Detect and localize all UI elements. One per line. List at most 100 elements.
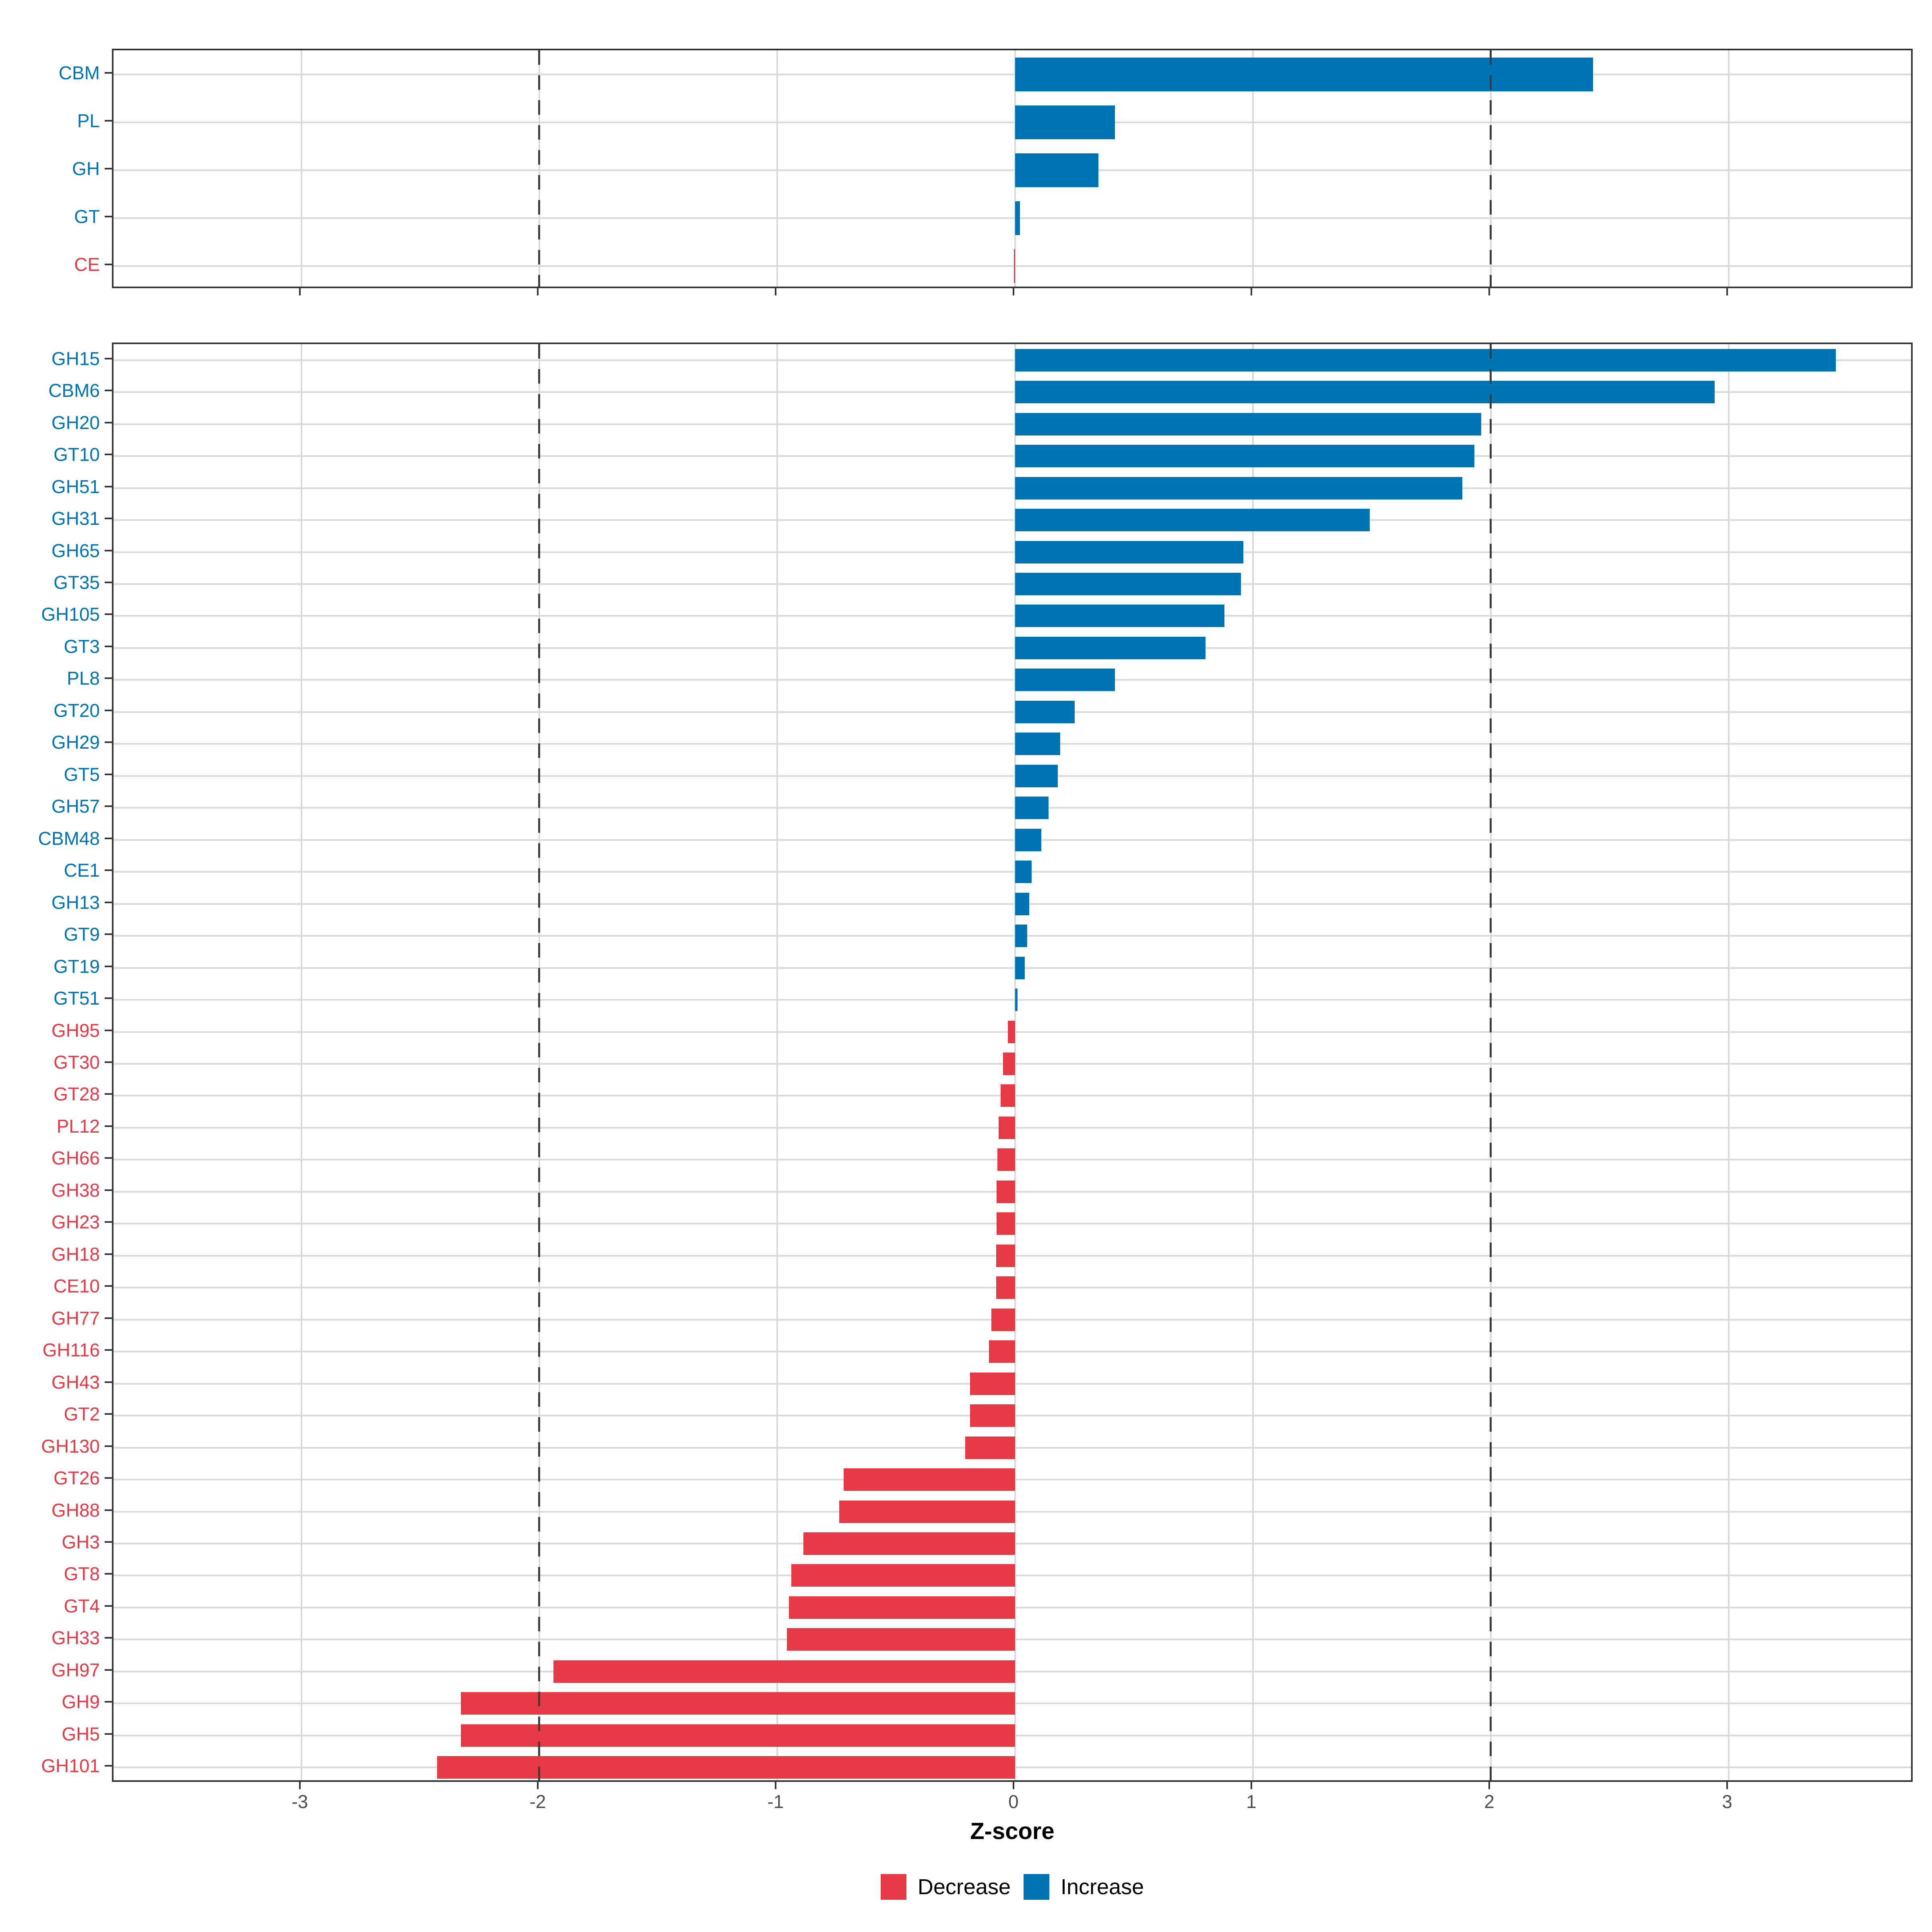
y-tick-mark [105, 1029, 112, 1031]
bar-GT35 [1015, 573, 1241, 595]
y-tick-mark [105, 485, 112, 487]
gridline-horizontal [114, 359, 1911, 361]
x-tick-label-3: 3 [1722, 1791, 1732, 1812]
bar-GT10 [1015, 445, 1474, 468]
bar-GH18 [996, 1244, 1015, 1267]
y-tick-mark [105, 215, 112, 217]
bar-GH [1015, 153, 1098, 187]
y-axis-label-GH3: GH3 [62, 1532, 100, 1552]
bar-PL12 [998, 1116, 1015, 1139]
gridline-horizontal [114, 839, 1911, 841]
x-axis-title: Z-score [970, 1818, 1055, 1844]
y-axis-label-CBM48: CBM48 [38, 828, 100, 849]
y-axis-label-GH66: GH66 [51, 1148, 100, 1169]
y-tick-mark [105, 263, 112, 265]
gridline-horizontal [114, 935, 1911, 937]
y-tick-mark [105, 1701, 112, 1703]
bar-GT51 [1015, 989, 1018, 1011]
legend-label-increase: Increase [1060, 1875, 1144, 1899]
bar-GH15 [1015, 349, 1836, 372]
y-axis-label-GT3: GT3 [64, 636, 100, 657]
x-tick-mark [1012, 1782, 1014, 1789]
y-axis-label-GH15: GH15 [51, 348, 100, 369]
bar-CBM6 [1015, 381, 1715, 404]
y-tick-mark [105, 72, 112, 74]
dashed-reference-line [1490, 50, 1492, 287]
bar-GH38 [997, 1180, 1015, 1203]
y-axis-label-GH13: GH13 [51, 892, 100, 913]
bar-GH9 [460, 1692, 1015, 1715]
bar-GT [1015, 201, 1020, 235]
y-axis-label-GH116: GH116 [42, 1340, 100, 1361]
y-axis-label-GH23: GH23 [51, 1212, 100, 1233]
y-axis-label-GT26: GT26 [53, 1468, 100, 1489]
y-tick-mark [105, 805, 112, 807]
y-tick-mark [105, 837, 112, 839]
gridline-horizontal [114, 679, 1911, 681]
bar-GH97 [553, 1660, 1015, 1683]
gridline-horizontal [114, 121, 1911, 123]
bar-CBM48 [1015, 828, 1041, 851]
gridline-vertical [1728, 50, 1730, 287]
y-tick-mark [105, 1093, 112, 1095]
x-tick-label--3: -3 [291, 1791, 308, 1812]
y-tick-mark [105, 167, 112, 169]
bar-GH66 [997, 1148, 1015, 1171]
gridline-horizontal [114, 519, 1911, 521]
y-tick-mark [105, 709, 112, 711]
bar-GT26 [844, 1468, 1015, 1491]
y-axis-label-CE10: CE10 [53, 1276, 100, 1297]
gridline-horizontal [114, 551, 1911, 553]
y-tick-mark [105, 1765, 112, 1767]
gridline-horizontal [114, 615, 1911, 617]
gridline-horizontal [114, 217, 1911, 219]
y-tick-mark [105, 1349, 112, 1351]
y-tick-mark [105, 582, 112, 583]
bar-GT4 [789, 1596, 1015, 1619]
x-tick-mark [1012, 288, 1014, 295]
y-axis-label-GH130: GH130 [41, 1435, 100, 1457]
gridline-horizontal [114, 743, 1911, 745]
decrease-swatch-icon [880, 1874, 906, 1900]
gridline-horizontal [114, 455, 1911, 457]
bar-GH77 [991, 1308, 1015, 1331]
y-axis-label-GT2: GT2 [64, 1404, 100, 1425]
y-axis-label-GT4: GT4 [64, 1595, 100, 1616]
legend-item-increase: Increase [1023, 1874, 1144, 1900]
gridline-vertical [776, 344, 778, 1780]
x-tick-label-0: 0 [1008, 1791, 1019, 1812]
y-tick-mark [105, 1381, 112, 1383]
gridline-vertical [300, 344, 302, 1780]
y-axis-label-GT28: GT28 [53, 1084, 100, 1105]
bar-GT8 [791, 1564, 1015, 1587]
y-tick-mark [105, 549, 112, 551]
x-tick-mark [1726, 1782, 1728, 1789]
y-axis-label-GH: GH [72, 158, 100, 179]
bar-GH23 [996, 1212, 1015, 1235]
panel-cazyme-classes [112, 49, 1913, 288]
x-tick-label--1: -1 [767, 1791, 784, 1812]
bar-GT28 [1001, 1084, 1015, 1107]
y-tick-mark [105, 1413, 112, 1415]
dashed-reference-line [538, 50, 541, 287]
gridline-horizontal [114, 583, 1911, 585]
y-tick-mark [105, 1637, 112, 1639]
x-tick-mark [1726, 288, 1728, 295]
bar-GH3 [803, 1532, 1015, 1555]
y-tick-mark [105, 1509, 112, 1511]
y-axis-label-GH33: GH33 [51, 1627, 100, 1649]
y-axis-label-GT: GT [74, 206, 100, 227]
y-axis-label-GT10: GT10 [53, 444, 100, 465]
y-axis-label-CE1: CE1 [64, 860, 100, 881]
y-tick-mark [105, 1605, 112, 1607]
bar-CE [1014, 249, 1015, 283]
bar-GT3 [1015, 636, 1205, 659]
y-tick-mark [105, 1189, 112, 1191]
x-tick-label--2: -2 [529, 1791, 546, 1812]
y-tick-mark [105, 741, 112, 743]
bar-CE1 [1015, 861, 1032, 883]
gridline-vertical [776, 50, 778, 287]
gridline-horizontal [114, 999, 1911, 1001]
y-tick-mark [105, 933, 112, 935]
y-axis-label-GH31: GH31 [51, 508, 100, 529]
